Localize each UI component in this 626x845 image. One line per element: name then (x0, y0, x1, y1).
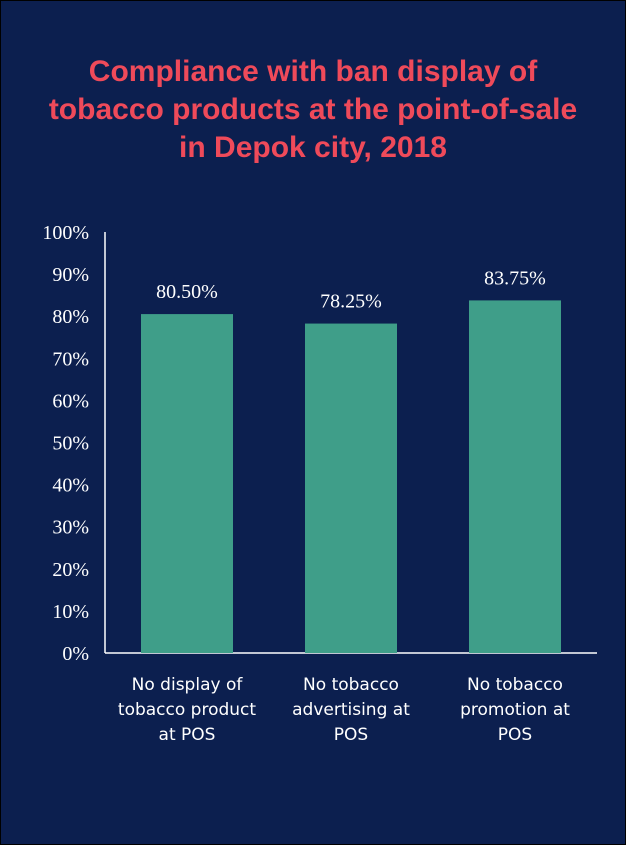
chart-title-line-3: in Depok city, 2018 (179, 131, 447, 164)
x-category-label: POS (334, 725, 368, 745)
y-tick-label: 80% (52, 306, 89, 328)
x-category-label: at POS (159, 725, 216, 745)
y-tick-label: 50% (52, 433, 89, 455)
y-tick-label: 20% (52, 559, 89, 581)
y-tick-label: 60% (52, 390, 89, 412)
bar (141, 314, 233, 653)
chart-title-line-1: Compliance with ban display of (88, 55, 538, 88)
y-tick-label: 70% (52, 348, 89, 370)
x-category-label: No tobacco (303, 675, 399, 695)
x-category-label: No display of (132, 675, 244, 695)
y-tick-label: 10% (52, 601, 89, 623)
data-label: 83.75% (484, 267, 546, 289)
bar (469, 300, 561, 653)
chart-title-line-2: tobacco products at the point-of-sale (48, 93, 578, 126)
x-category-label: tobacco product (118, 700, 256, 720)
data-label: 80.50% (156, 281, 218, 303)
x-category-label: No tobacco (467, 675, 563, 695)
y-tick-label: 0% (62, 643, 89, 665)
x-category-label: promotion at (460, 700, 570, 720)
chart-title: Compliance with ban display of tobacco p… (21, 53, 605, 167)
bar (305, 323, 397, 653)
x-category-label: POS (498, 725, 532, 745)
data-label: 78.25% (320, 291, 382, 313)
x-category-label: advertising at (292, 700, 410, 720)
y-tick-label: 90% (52, 264, 89, 286)
y-tick-label: 40% (52, 475, 89, 497)
y-tick-label: 30% (52, 517, 89, 539)
y-tick-label: 100% (42, 222, 89, 244)
